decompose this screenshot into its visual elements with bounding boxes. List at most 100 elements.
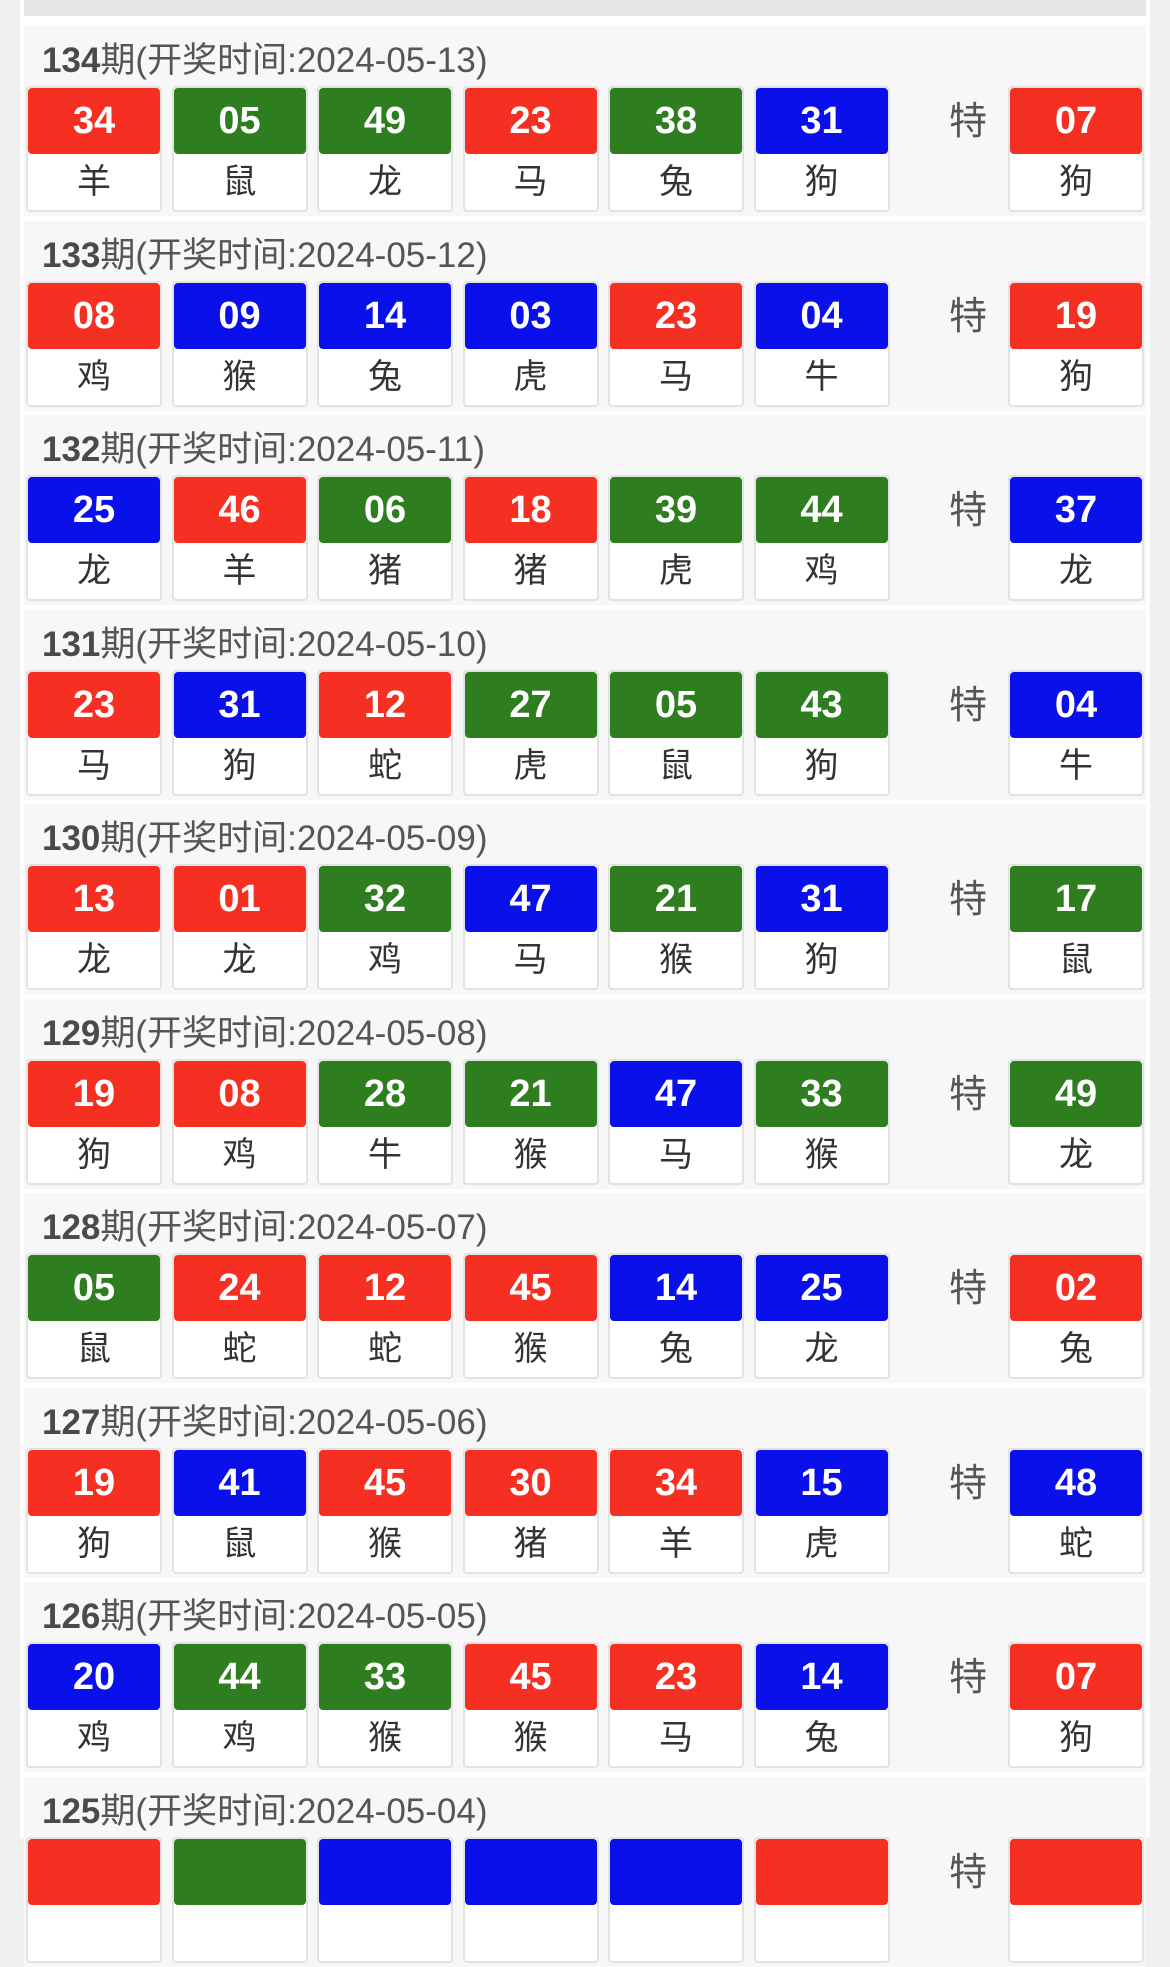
ball: [608, 1836, 744, 1963]
special-label: 特: [949, 295, 988, 338]
ball: 09 猴: [171, 280, 308, 407]
ball: 12 蛇: [317, 1253, 453, 1379]
zodiac-label: 鼠: [659, 746, 693, 785]
ball-number: [173, 1838, 306, 1905]
zodiac-label: 蛇: [368, 746, 402, 785]
period-number: 126: [42, 1597, 101, 1636]
ball: [317, 1836, 453, 1963]
ball: [26, 1836, 162, 1963]
draw-header: 129期(开奖时间:2024-05-08): [42, 1005, 488, 1056]
ball: 45 猴: [317, 1447, 453, 1574]
draw-time-label: (开奖时间:: [135, 430, 297, 469]
zodiac-label: 龙: [1059, 1135, 1093, 1174]
ball: 32 鸡: [317, 864, 453, 990]
draw-date: 2024-05-09: [296, 819, 476, 858]
ball-number: 33: [319, 1644, 451, 1710]
draw-header: 132期(开奖时间:2024-05-11): [42, 421, 485, 472]
draw-row: 134期(开奖时间:2024-05-13) 34 羊 05 鼠 49 龙 23 马 38 兔 31 狗特…: [24, 26, 1146, 216]
zodiac-label: 马: [77, 746, 111, 785]
special-label: 特: [949, 101, 988, 143]
zodiac-label: 兔: [804, 1719, 839, 1757]
ball-number: [755, 1838, 888, 1905]
zodiac-label: 兔: [659, 1330, 693, 1368]
ball-number: 39: [610, 477, 742, 543]
special-ball: 17 鼠: [1008, 864, 1144, 990]
zodiac-label: 狗: [222, 746, 257, 785]
ball: 31 狗: [753, 864, 890, 990]
ball-number: 49: [1010, 1060, 1142, 1127]
ball: 19 狗: [26, 1447, 162, 1574]
top-bar: [24, 0, 1146, 16]
ball: [171, 1836, 308, 1963]
zodiac-label: [174, 1905, 306, 1961]
period-number: 130: [42, 819, 101, 858]
ball-number: 47: [610, 1060, 742, 1127]
zodiac-label: [610, 1905, 742, 1961]
header-close: ): [475, 1013, 488, 1053]
ball-number: 17: [1010, 866, 1142, 932]
ball-number: 05: [28, 1255, 160, 1321]
ball-number: 43: [755, 671, 888, 738]
draw-row: 131期(开奖时间:2024-05-10) 23 马 31 狗 12 蛇 27 虎 05 鼠 43 狗特…: [24, 609, 1146, 800]
draw-date: 2024-05-06: [296, 1402, 476, 1442]
ball-number: 23: [610, 1644, 742, 1710]
ball-number: 04: [755, 282, 888, 349]
draw-row: 133期(开奖时间:2024-05-12) 08 鸡 09 猴 14 兔 03 虎 23 马 04 牛特…: [24, 220, 1146, 411]
ball-number: 14: [755, 1644, 888, 1710]
zodiac-label: 龙: [1059, 552, 1093, 590]
ball: 25 龙: [26, 475, 162, 601]
ball: 41 鼠: [171, 1447, 308, 1574]
ball-number: 37: [1010, 477, 1142, 543]
ball-number: 05: [610, 671, 742, 738]
ball: 23 马: [608, 280, 744, 407]
zodiac-label: 鸡: [77, 357, 111, 396]
zodiac-label: 鸡: [222, 1135, 257, 1174]
draw-header: 126期(开奖时间:2024-05-05): [42, 1588, 488, 1639]
zodiac-label: 猴: [804, 1135, 839, 1174]
zodiac-label: 虎: [804, 1524, 839, 1563]
ball-number: [1010, 1838, 1142, 1905]
ball-number: 41: [173, 1449, 306, 1516]
ball: 05 鼠: [608, 669, 744, 796]
ball-number: 08: [173, 1060, 306, 1127]
zodiac-label: 鸡: [222, 1719, 257, 1757]
ball: 03 虎: [462, 280, 599, 407]
ball: 33 猴: [753, 1058, 890, 1185]
zodiac-label: 狗: [804, 746, 839, 785]
ball-number: 48: [1010, 1449, 1142, 1516]
draw-header: 125期(开奖时间:2024-05-04): [42, 1783, 488, 1834]
ball-number: 38: [610, 88, 742, 154]
zodiac-label: 牛: [804, 357, 839, 396]
draw-row: 129期(开奖时间:2024-05-08) 19 狗 08 鸡 28 牛 21 猴 47 马 33 猴特…: [24, 998, 1146, 1189]
ball-number: 08: [28, 282, 160, 349]
ball: 45 猴: [462, 1253, 599, 1379]
zodiac-label: 羊: [659, 1524, 693, 1563]
special-ball: 07 狗: [1008, 1642, 1144, 1768]
ball-number: 45: [464, 1644, 597, 1710]
ball: 12 蛇: [317, 669, 453, 796]
period-suffix: 期: [100, 41, 136, 80]
ball-number: 02: [1010, 1255, 1142, 1321]
ball: 14 兔: [608, 1253, 744, 1379]
ball-number: 21: [610, 866, 742, 932]
header-close: ): [475, 1208, 488, 1247]
zodiac-label: 鼠: [1059, 941, 1093, 979]
period-suffix: 期: [100, 624, 136, 664]
ball: 46 羊: [171, 475, 308, 601]
zodiac-label: [28, 1905, 160, 1961]
draw-header: 134期(开奖时间:2024-05-13): [42, 32, 488, 83]
special-ball: 07 狗: [1008, 86, 1144, 212]
special-label: 特: [949, 1462, 988, 1505]
special-label: 特: [949, 684, 988, 727]
zodiac-label: [756, 1905, 888, 1961]
zodiac-label: 鸡: [368, 941, 402, 979]
ball-number: 44: [173, 1644, 306, 1710]
ball: 30 猪: [462, 1447, 599, 1574]
zodiac-label: 兔: [659, 163, 693, 201]
ball: 13 龙: [26, 864, 162, 990]
period-number: 125: [42, 1791, 101, 1831]
ball: 15 虎: [753, 1447, 890, 1574]
zodiac-label: 鸡: [77, 1719, 111, 1757]
ball: 31 狗: [171, 669, 308, 796]
period-suffix: 期: [100, 819, 136, 858]
